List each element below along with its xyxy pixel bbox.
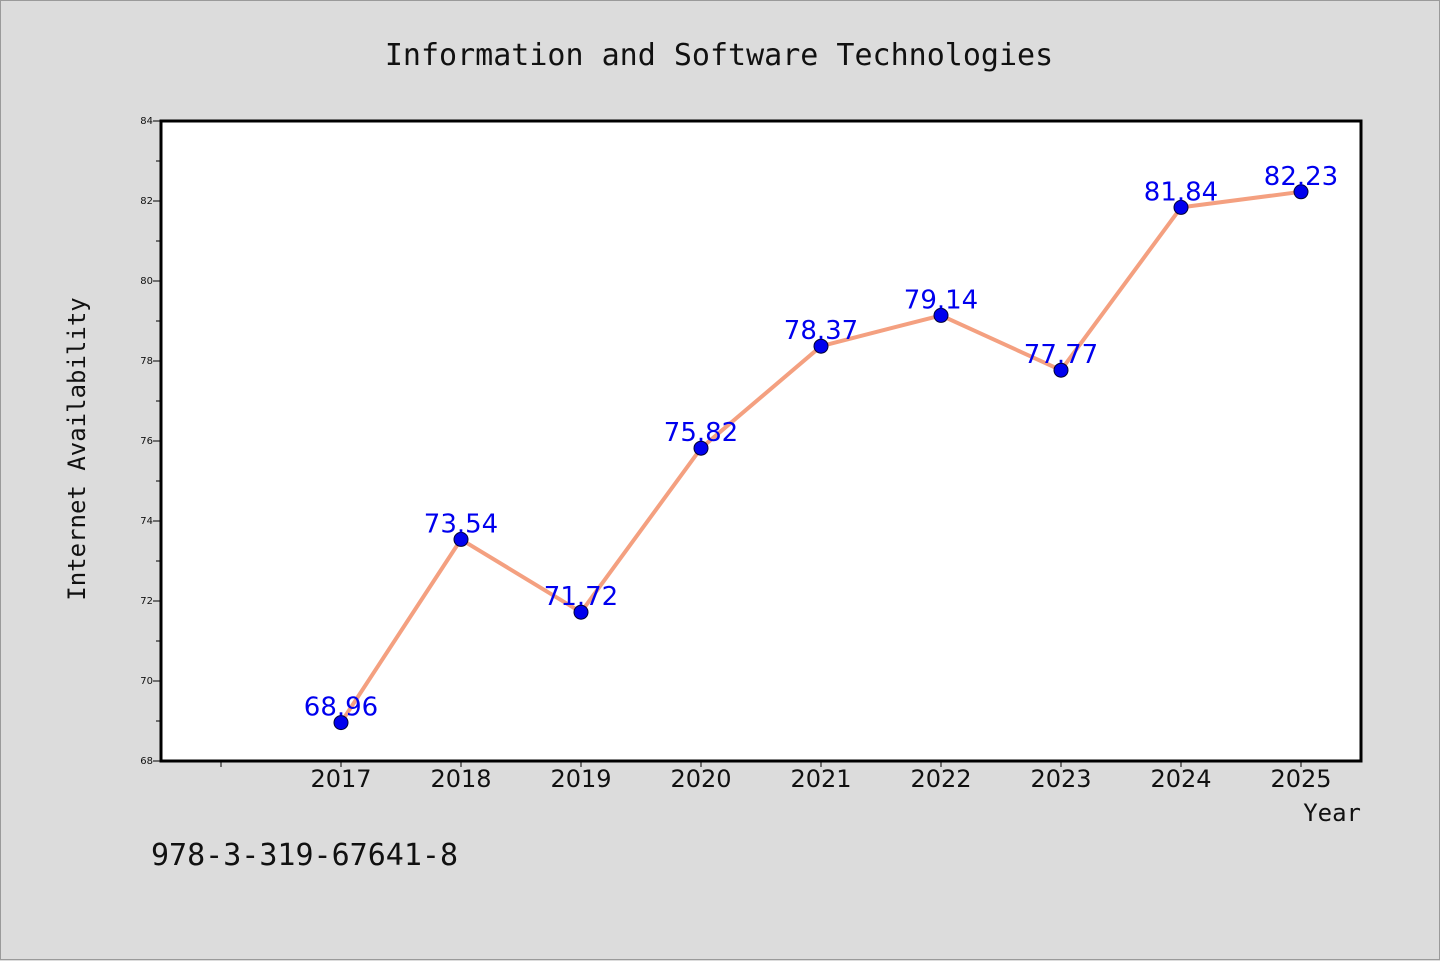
y-tick-label: 74 xyxy=(140,516,153,527)
y-axis-label: Internet Availability xyxy=(63,297,91,600)
data-labels: 68.96 73.54 71.72 75.82 78.37 79.14 77.77 81.84… xyxy=(304,162,1338,723)
plot-area xyxy=(159,119,1363,763)
x-tick-label: 2022 xyxy=(910,765,971,793)
y-tick-label: 68 xyxy=(140,756,153,767)
y-tick-label: 84 xyxy=(140,116,153,127)
y-tick-label: 76 xyxy=(140,436,153,447)
x-tick-label: 2025 xyxy=(1270,765,1331,793)
data-label: 77.77 xyxy=(1024,340,1098,370)
data-label: 81.84 xyxy=(1144,177,1218,207)
data-point xyxy=(1173,199,1189,215)
chart-title: Information and Software Technologies xyxy=(385,38,1053,73)
y-tick-label: 80 xyxy=(140,276,153,287)
x-tick-label: 2024 xyxy=(1150,765,1211,793)
data-label: 82.23 xyxy=(1264,162,1338,192)
y-tick-label: 82 xyxy=(140,196,153,207)
data-point xyxy=(573,604,589,620)
x-tick-label: 2019 xyxy=(550,765,611,793)
x-tick-label: 2017 xyxy=(310,765,371,793)
data-label: 71.72 xyxy=(544,582,618,612)
data-label: 78.37 xyxy=(784,316,858,346)
series-layer xyxy=(333,184,1309,731)
y-axis: 68 70 72 74 76 78 80 82 84 xyxy=(140,116,161,767)
data-point xyxy=(693,440,709,456)
data-point xyxy=(813,338,829,354)
x-tick-label: 2023 xyxy=(1030,765,1091,793)
data-label: 75.82 xyxy=(664,418,738,448)
x-axis: 2017 2018 2019 2020 2021 2022 2023 2024 2025 xyxy=(220,761,1332,793)
y-tick-label: 70 xyxy=(140,676,153,687)
data-label: 73.54 xyxy=(424,509,498,539)
y-tick-label: 78 xyxy=(140,356,153,367)
x-tick-label: 2020 xyxy=(670,765,731,793)
x-tick-label: 2021 xyxy=(790,765,851,793)
data-point xyxy=(453,531,469,547)
data-point xyxy=(1053,362,1069,378)
data-label: 79.14 xyxy=(904,285,978,315)
data-point xyxy=(933,307,949,323)
data-point xyxy=(333,715,349,731)
data-point xyxy=(1293,184,1309,200)
footer-isbn: 978-3-319-67641-8 xyxy=(151,838,458,873)
x-tick-label: 2018 xyxy=(430,765,491,793)
data-label: 68.96 xyxy=(304,693,378,723)
x-axis-label: Year xyxy=(1303,799,1361,827)
y-tick-label: 72 xyxy=(140,596,153,607)
